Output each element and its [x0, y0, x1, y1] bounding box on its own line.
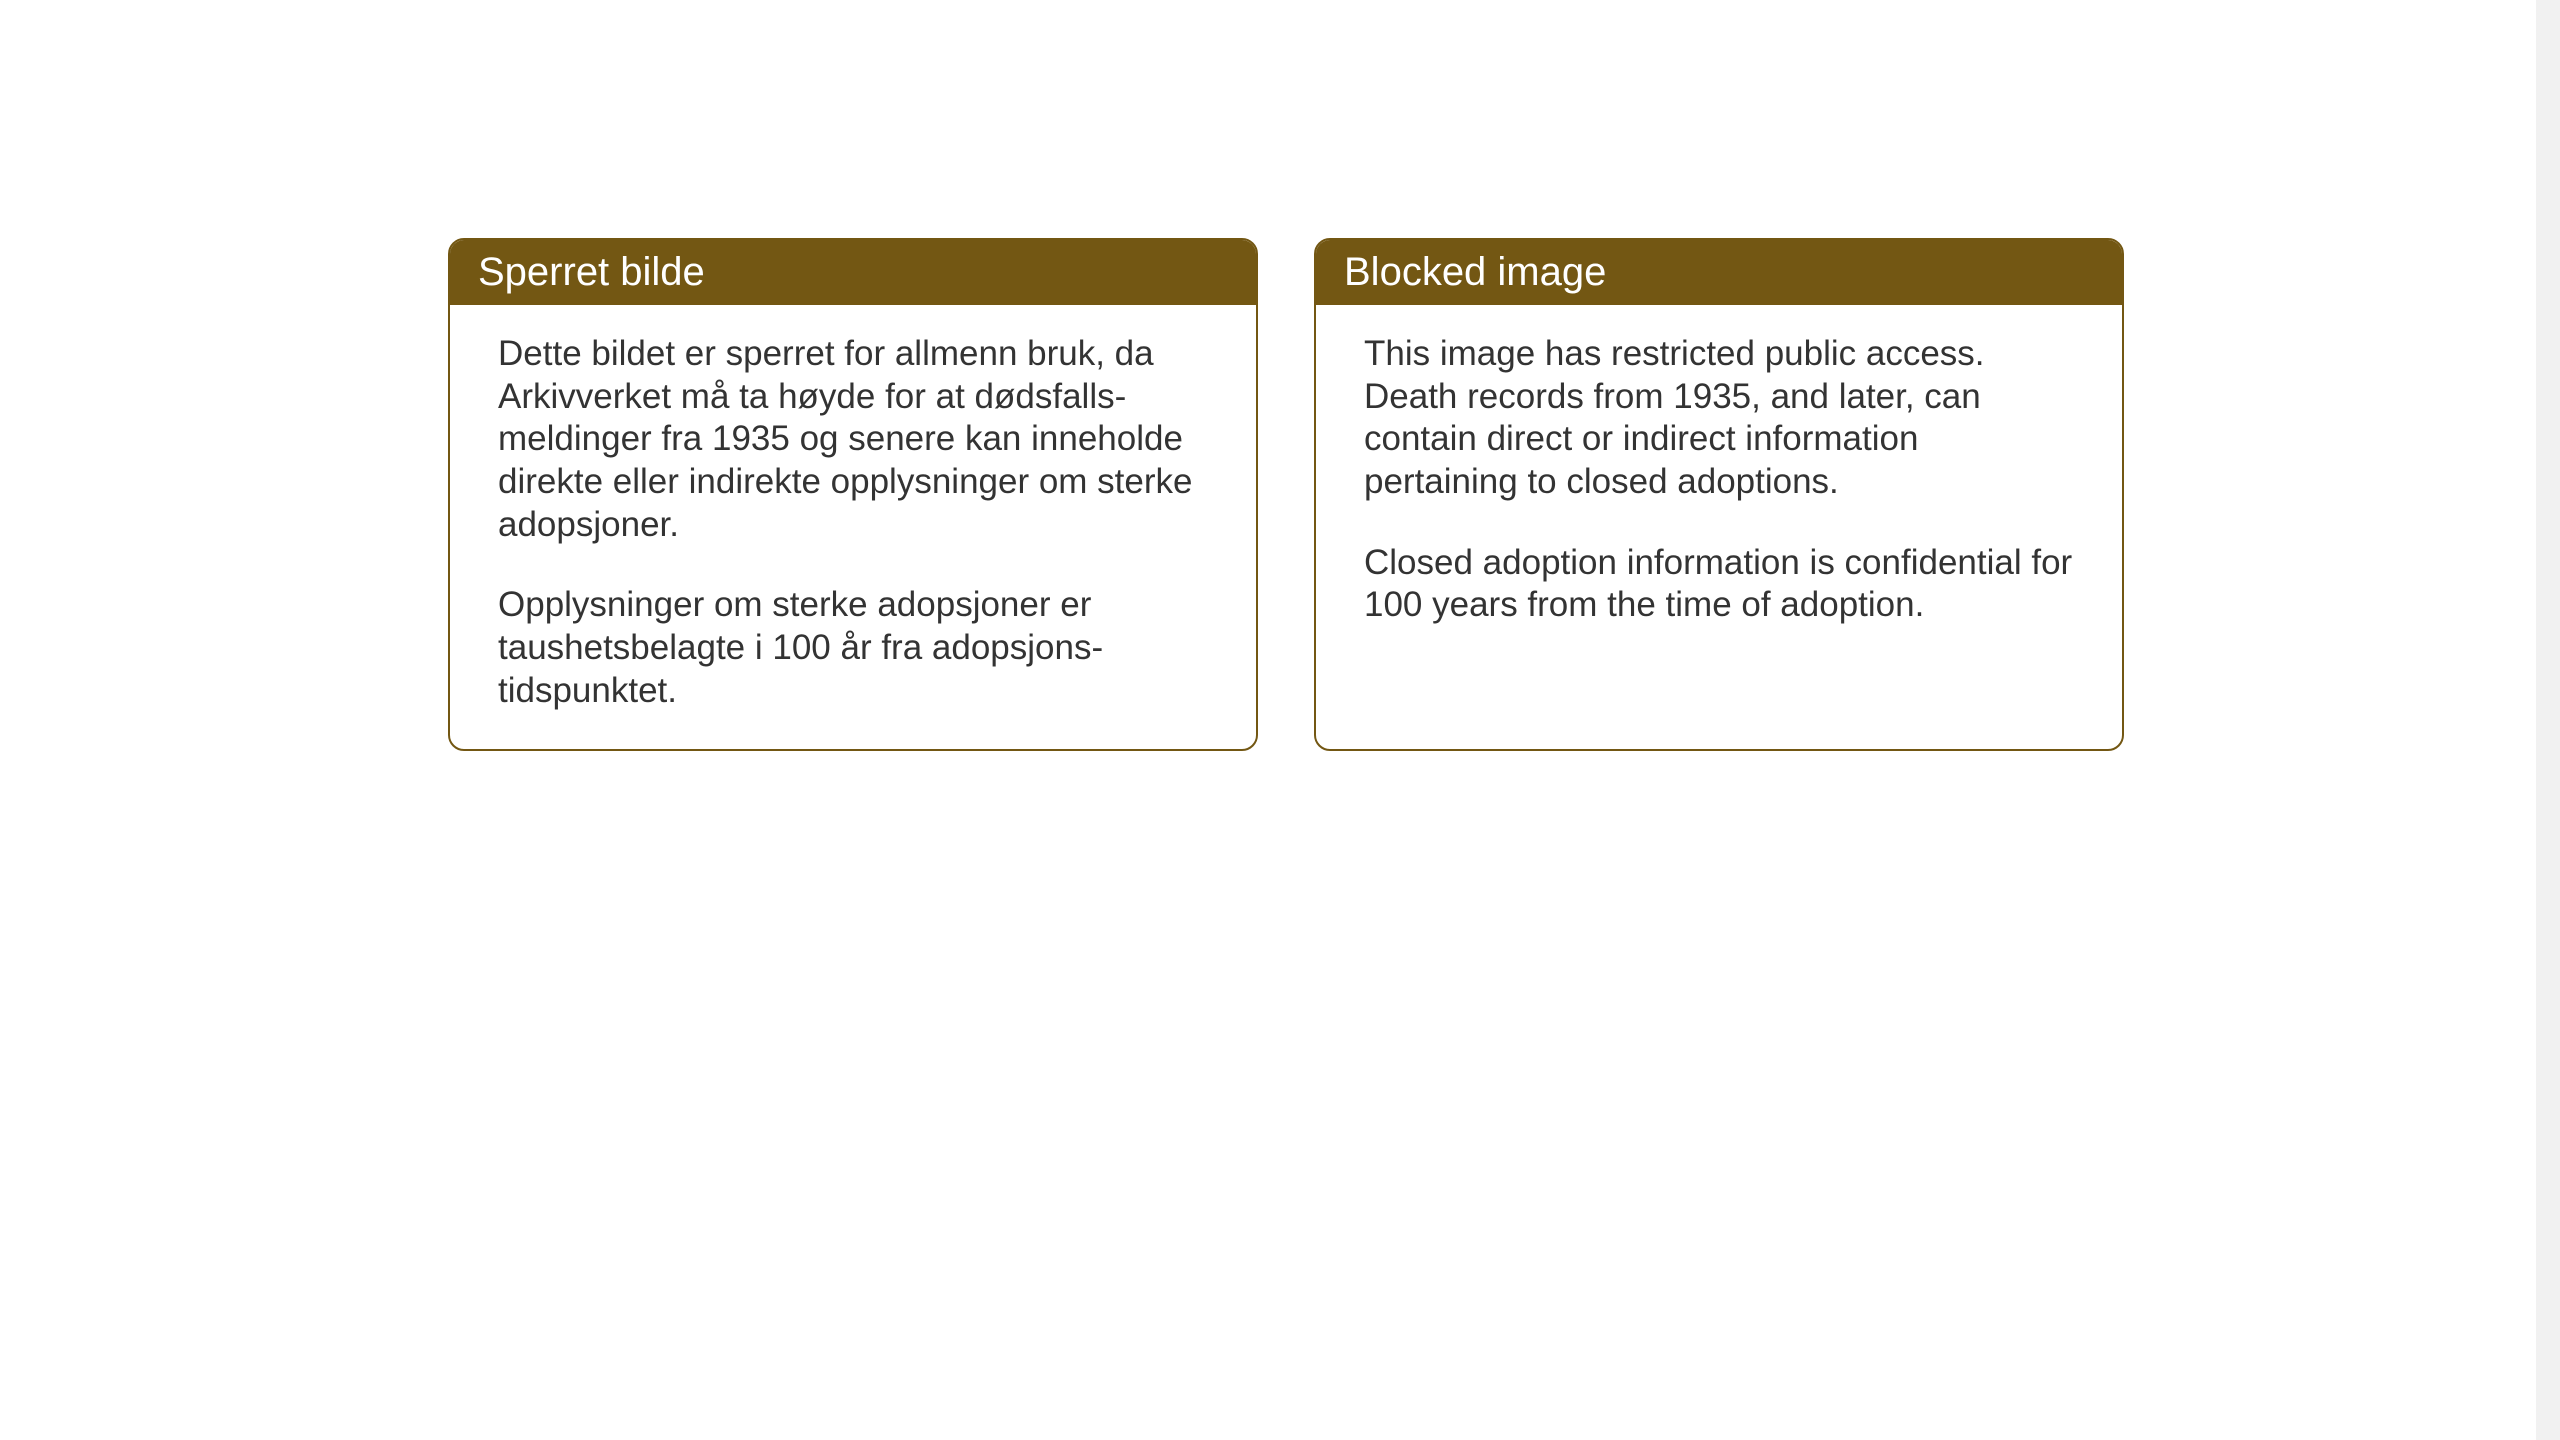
norwegian-paragraph-1: Dette bildet er sperret for allmenn bruk…: [498, 333, 1208, 546]
scrollbar-track[interactable]: [2536, 0, 2560, 1440]
english-card-title: Blocked image: [1316, 240, 2122, 305]
english-notice-card: Blocked image This image has restricted …: [1314, 238, 2124, 751]
english-card-body: This image has restricted public access.…: [1316, 305, 2122, 663]
english-paragraph-1: This image has restricted public access.…: [1364, 333, 2074, 504]
norwegian-card-title: Sperret bilde: [450, 240, 1256, 305]
english-paragraph-2: Closed adoption information is confident…: [1364, 542, 2074, 627]
norwegian-notice-card: Sperret bilde Dette bildet er sperret fo…: [448, 238, 1258, 751]
norwegian-card-body: Dette bildet er sperret for allmenn bruk…: [450, 305, 1256, 749]
norwegian-paragraph-2: Opplysninger om sterke adopsjoner er tau…: [498, 584, 1208, 712]
notice-container: Sperret bilde Dette bildet er sperret fo…: [448, 238, 2124, 751]
